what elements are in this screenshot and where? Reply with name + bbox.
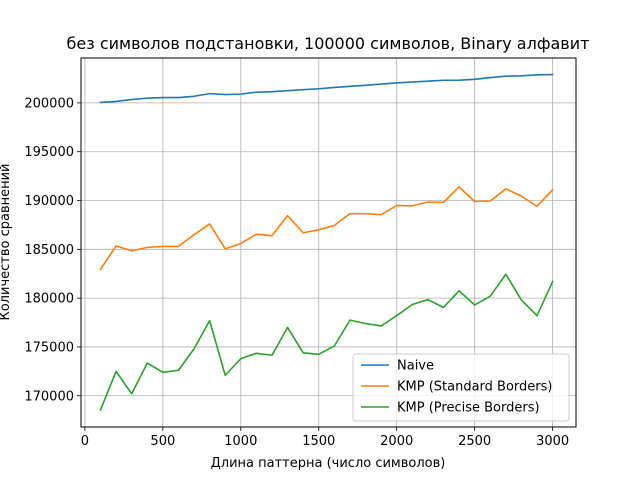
grid-lines [81, 58, 576, 427]
legend-box [352, 353, 570, 422]
y-tick-label: 200000 [24, 96, 74, 111]
legend-label-1: Naive [397, 359, 434, 374]
y-tick-label: 185000 [24, 243, 74, 258]
plot-frame [80, 57, 577, 428]
series-line-2 [99, 186, 554, 271]
legend: Naive KMP (Standard Borders) KMP (Precise … [352, 353, 570, 422]
legend-label-3: KMP (Precise Borders) [397, 401, 540, 416]
x-axis-label: Длина паттерна (число символов) [211, 456, 446, 471]
y-tick-label: 195000 [24, 145, 74, 160]
y-tick-label: 175000 [24, 340, 74, 355]
series-line-3 [99, 273, 554, 411]
axis-ticks: 0 500 1000 1500 2000 2500 3000 170000 175000 1800… [24, 96, 569, 449]
x-tick-label: 2000 [380, 434, 413, 449]
x-tick-label: 500 [150, 434, 175, 449]
series-line-1 [99, 73, 554, 104]
x-tick-label: 2500 [458, 434, 491, 449]
series-lines [99, 73, 554, 411]
x-tick-label: 0 [81, 434, 89, 449]
y-tick-label: 180000 [24, 292, 74, 307]
y-axis-label: Количество сравнений [0, 163, 13, 320]
x-tick-label: 3000 [536, 434, 569, 449]
chart-title: без символов подстановки, 100000 символо… [67, 34, 590, 53]
y-tick-label: 190000 [24, 194, 74, 209]
y-tick-label: 170000 [24, 389, 74, 404]
x-tick-label: 1500 [302, 434, 335, 449]
legend-label-2: KMP (Standard Borders) [397, 380, 553, 395]
x-tick-label: 1000 [224, 434, 257, 449]
